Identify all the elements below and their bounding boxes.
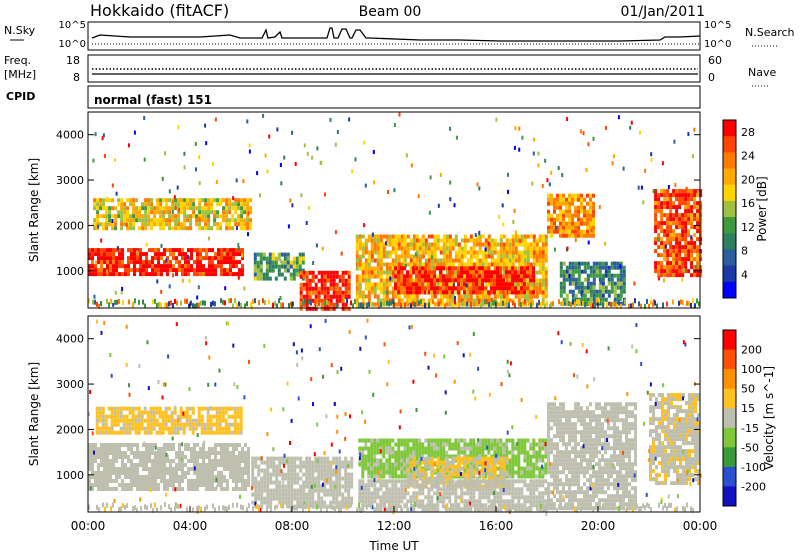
colorbar-segment <box>723 447 736 467</box>
velocity-region-6 <box>547 402 637 510</box>
velocity-colorbar-label: Velocity [m s^-1] <box>762 366 776 470</box>
nsearch-label: N.Search <box>745 26 795 39</box>
power-panel: 4000 3000 2000 1000 Slant Range [km] <box>27 112 702 311</box>
nave-tick-bottom: 0 <box>708 71 715 84</box>
velocity-panel: 4000 3000 2000 1000 00:00 04:00 08:00 12:00 16:… <box>27 302 717 553</box>
colorbar-segment <box>723 408 736 428</box>
colorbar-segment <box>723 369 736 389</box>
x-tick-label: 20:00 <box>581 519 616 533</box>
colorbar-segment <box>723 185 736 202</box>
time-xlabel: Time UT <box>368 539 419 553</box>
power-colorbar-label: Power [dB] <box>755 176 769 241</box>
beam-title: Beam 00 <box>359 4 422 20</box>
y-tick-label: 2000 <box>56 219 84 232</box>
power-ylabel: Slant Range [km] <box>27 158 41 262</box>
colorbar-segment <box>723 250 736 267</box>
colorbar-segment <box>723 169 736 186</box>
colorbar-tick-label: 8 <box>741 245 748 258</box>
y-tick-label: 1000 <box>56 265 84 278</box>
nsearch-tick-top: 10^5 <box>704 20 731 31</box>
y-tick-label: 3000 <box>56 378 84 391</box>
colorbar-tick-label: 16 <box>741 197 755 210</box>
y-tick-label: 4000 <box>56 129 84 142</box>
colorbar-segment <box>723 467 736 487</box>
colorbar-segment <box>723 330 736 350</box>
x-tick-label: 00:00 <box>71 519 106 533</box>
colorbar-segment <box>723 120 736 137</box>
colorbar-tick-label: 12 <box>741 221 755 234</box>
colorbar-segment <box>723 486 736 506</box>
colorbar-segment <box>723 389 736 409</box>
colorbar-segment <box>723 152 736 169</box>
y-tick-label: 2000 <box>56 423 84 436</box>
colorbar-segment <box>723 428 736 448</box>
cpid-panel: CPID normal (fast) 151 <box>6 86 700 108</box>
colorbar-tick-label: 20 <box>741 173 755 186</box>
freq-tick-bottom: 8 <box>73 71 80 84</box>
power-region-2 <box>254 253 305 281</box>
colorbar-segment <box>723 136 736 153</box>
colorbar-tick-label: 24 <box>741 150 755 163</box>
cpid-label: CPID <box>6 90 35 103</box>
colorbar-tick-label: -15 <box>741 422 759 435</box>
station-title: Hokkaido (fitACF) <box>90 1 229 20</box>
nave-tick-top: 60 <box>708 54 722 67</box>
date-title: 01/Jan/2011 <box>621 4 705 20</box>
colorbar-tick-label: 100 <box>741 363 762 376</box>
colorbar-segment <box>723 201 736 218</box>
colorbar-tick-label: 50 <box>741 383 755 396</box>
colorbar-segment <box>723 350 736 370</box>
colorbar-tick-label: -200 <box>741 480 766 493</box>
x-tick-label: 12:00 <box>377 519 412 533</box>
nsky-label: N.Sky <box>4 24 36 37</box>
colorbar-tick-label: 28 <box>741 126 755 139</box>
velocity-region-2 <box>251 457 353 509</box>
colorbar-tick-label: -50 <box>741 441 759 454</box>
nsky-tick-bottom: 10^0 <box>59 39 86 50</box>
y-tick-label: 3000 <box>56 174 84 187</box>
power-colorbar: 28 24 20 16 12 8 4 Power [dB] <box>723 120 769 299</box>
colorbar-segment <box>723 217 736 234</box>
colorbar-segment <box>723 233 736 250</box>
nsky-panel: N.Sky 10^5 10^0 10^5 10^0 N.Search <box>4 20 795 50</box>
x-tick-label: 08:00 <box>275 519 310 533</box>
colorbar-segment <box>723 282 736 299</box>
x-tick-label: 04:00 <box>173 519 208 533</box>
velocity-ylabel: Slant Range [km] <box>27 362 41 466</box>
y-tick-label: 1000 <box>56 469 84 482</box>
colorbar-segment <box>723 266 736 283</box>
x-tick-label: 16:00 <box>479 519 514 533</box>
colorbar-tick-label: 4 <box>741 268 748 281</box>
colorbar-tick-label: 200 <box>741 344 762 357</box>
freq-tick-top: 18 <box>66 54 80 67</box>
x-tick-label: 00:00 <box>683 519 718 533</box>
cpid-text: normal (fast) 151 <box>94 93 212 107</box>
nsky-tick-top: 10^5 <box>59 20 86 31</box>
nave-label: Nave <box>748 66 776 79</box>
y-tick-label: 4000 <box>56 333 84 346</box>
freq-label: Freq. <box>4 54 31 67</box>
freq-panel: Freq. [MHz] 18 8 60 0 Nave <box>4 54 776 86</box>
freq-unit: [MHz] <box>4 68 36 81</box>
colorbar-tick-label: 15 <box>741 402 755 415</box>
nsearch-tick-bottom: 10^0 <box>704 39 731 50</box>
